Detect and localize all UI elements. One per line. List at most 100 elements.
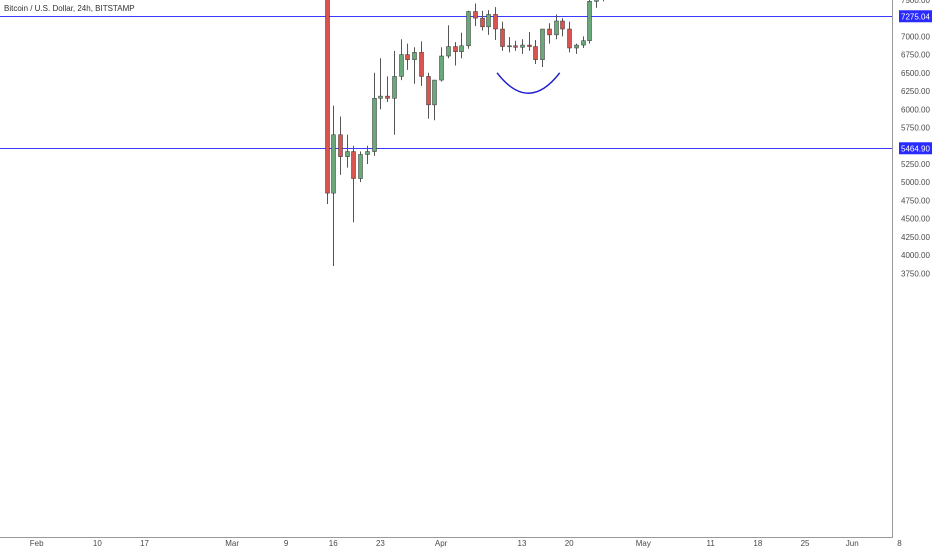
candle-50 (338, 116, 343, 175)
price-tick-label: 6750.00 (901, 51, 930, 60)
candle-body (560, 20, 565, 30)
candles (325, 0, 604, 267)
time-tick-label: Apr (435, 539, 448, 548)
candle-62 (419, 41, 424, 86)
price-tick-label: 5750.00 (901, 123, 930, 132)
candle-52 (351, 145, 356, 223)
price-tag-label: 7275.04 (901, 12, 930, 21)
candle-53 (358, 151, 363, 183)
candle-59 (399, 39, 404, 81)
candle-body (507, 45, 512, 48)
candle-body (480, 17, 485, 28)
candle-73 (493, 7, 498, 40)
time-tick-label: 16 (329, 539, 338, 548)
time-tick-label: 20 (565, 539, 574, 548)
candle-body (520, 44, 525, 48)
candle-66 (446, 25, 451, 59)
candle-82 (554, 14, 559, 40)
time-tick-label: 10 (93, 539, 102, 548)
candle-body (473, 11, 478, 19)
candle-body (453, 46, 458, 52)
time-tick-label: May (636, 539, 651, 548)
candle-84 (567, 21, 572, 53)
candle-body (392, 76, 397, 99)
time-tick-label: Jun (846, 539, 859, 548)
price-tick-label: 6000.00 (901, 105, 930, 114)
candle-76 (513, 40, 518, 51)
candle-69 (466, 10, 471, 49)
price-tick-label: 6250.00 (901, 87, 930, 96)
candle-70 (473, 3, 478, 27)
price-tag-background (899, 142, 932, 155)
time-tick-label: 23 (376, 539, 385, 548)
candle-64 (432, 79, 437, 121)
candle-58 (392, 50, 397, 135)
candle-body (547, 28, 552, 36)
time-axis[interactable]: Feb 10 17 Mar 9 16 23 Apr 13 20 May 11 18 25 Jun 8 (30, 539, 902, 548)
candle-body (378, 95, 383, 99)
price-tag-label: 5464.90 (901, 144, 930, 153)
arc-curve[interactable] (496, 72, 561, 94)
candle-74 (500, 21, 505, 51)
candle-body (466, 11, 471, 47)
time-tick-label: 8 (897, 539, 902, 548)
chart-title: Bitcoin / U.S. Dollar, 24h, BITSTAMP (4, 4, 135, 13)
candle-body (358, 154, 363, 179)
time-tick-label: Mar (225, 539, 239, 548)
candle-body (500, 28, 505, 47)
candle-body (513, 45, 518, 48)
candle-81 (547, 23, 552, 44)
price-tick-label: 7000.00 (901, 32, 930, 41)
candle-body (399, 54, 404, 77)
candle-68 (459, 32, 464, 59)
candle-87 (587, 0, 592, 44)
price-tick-label: 7500.00 (901, 0, 930, 5)
price-tick-label: 4500.00 (901, 215, 930, 224)
candle-49 (331, 105, 336, 267)
candle-body (372, 98, 377, 152)
candle-57 (385, 76, 390, 102)
time-tick-label: 25 (801, 539, 810, 548)
candle-body (432, 79, 437, 106)
candle-63 (426, 72, 431, 119)
candle-54 (365, 145, 370, 164)
candle-body (533, 46, 538, 60)
candle-78 (527, 31, 532, 51)
candle-55 (372, 72, 377, 156)
candle-86 (581, 36, 586, 48)
candle-body (345, 151, 350, 157)
price-tick-label: 6500.00 (901, 69, 930, 78)
time-tick-label: 17 (140, 539, 149, 548)
candle-body (581, 40, 586, 46)
candle-body (574, 44, 579, 49)
candle-body (540, 28, 545, 60)
time-tick-label: 18 (753, 539, 762, 548)
candle-72 (486, 10, 491, 35)
candle-body (567, 28, 572, 49)
candle-61 (412, 47, 417, 84)
candle-75 (507, 37, 512, 53)
candle-65 (439, 47, 444, 82)
candle-83 (560, 18, 565, 37)
candle-body (459, 45, 464, 52)
time-tick-label: Feb (30, 539, 44, 548)
candle-body (351, 151, 356, 179)
drawing-shapes (496, 72, 561, 94)
candle-body (405, 54, 410, 60)
price-tick-label: 4000.00 (901, 251, 930, 260)
candle-body (587, 1, 592, 41)
candle-body (426, 76, 431, 106)
candle-body (338, 134, 343, 157)
time-tick-label: 11 (707, 539, 716, 548)
candle-77 (520, 39, 525, 54)
candle-71 (480, 10, 485, 31)
candle-85 (574, 43, 579, 54)
candle-body (325, 0, 330, 194)
candle-60 (405, 43, 410, 70)
candle-51 (345, 134, 350, 168)
price-tick-label: 5000.00 (901, 178, 930, 187)
price-tick-label: 4250.00 (901, 233, 930, 242)
price-tag-3: 7275.04 (899, 10, 932, 23)
candle-body (527, 44, 532, 47)
